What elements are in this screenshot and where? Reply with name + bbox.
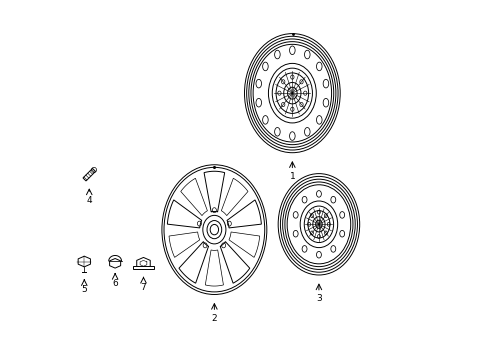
Polygon shape: [205, 250, 223, 286]
Text: 1: 1: [289, 172, 295, 181]
Text: 2: 2: [211, 314, 217, 323]
Text: 5: 5: [81, 285, 87, 294]
Polygon shape: [228, 232, 259, 257]
Polygon shape: [181, 178, 207, 216]
Polygon shape: [137, 257, 150, 269]
Ellipse shape: [210, 224, 218, 235]
Text: 4: 4: [86, 196, 92, 205]
Polygon shape: [169, 232, 199, 257]
Text: 3: 3: [315, 294, 321, 303]
Text: 6: 6: [112, 279, 118, 288]
Polygon shape: [78, 256, 90, 267]
Ellipse shape: [287, 87, 297, 99]
Text: 7: 7: [141, 283, 146, 292]
Bar: [132, 266, 154, 269]
Polygon shape: [221, 178, 247, 216]
Polygon shape: [109, 258, 121, 268]
Ellipse shape: [315, 220, 322, 228]
